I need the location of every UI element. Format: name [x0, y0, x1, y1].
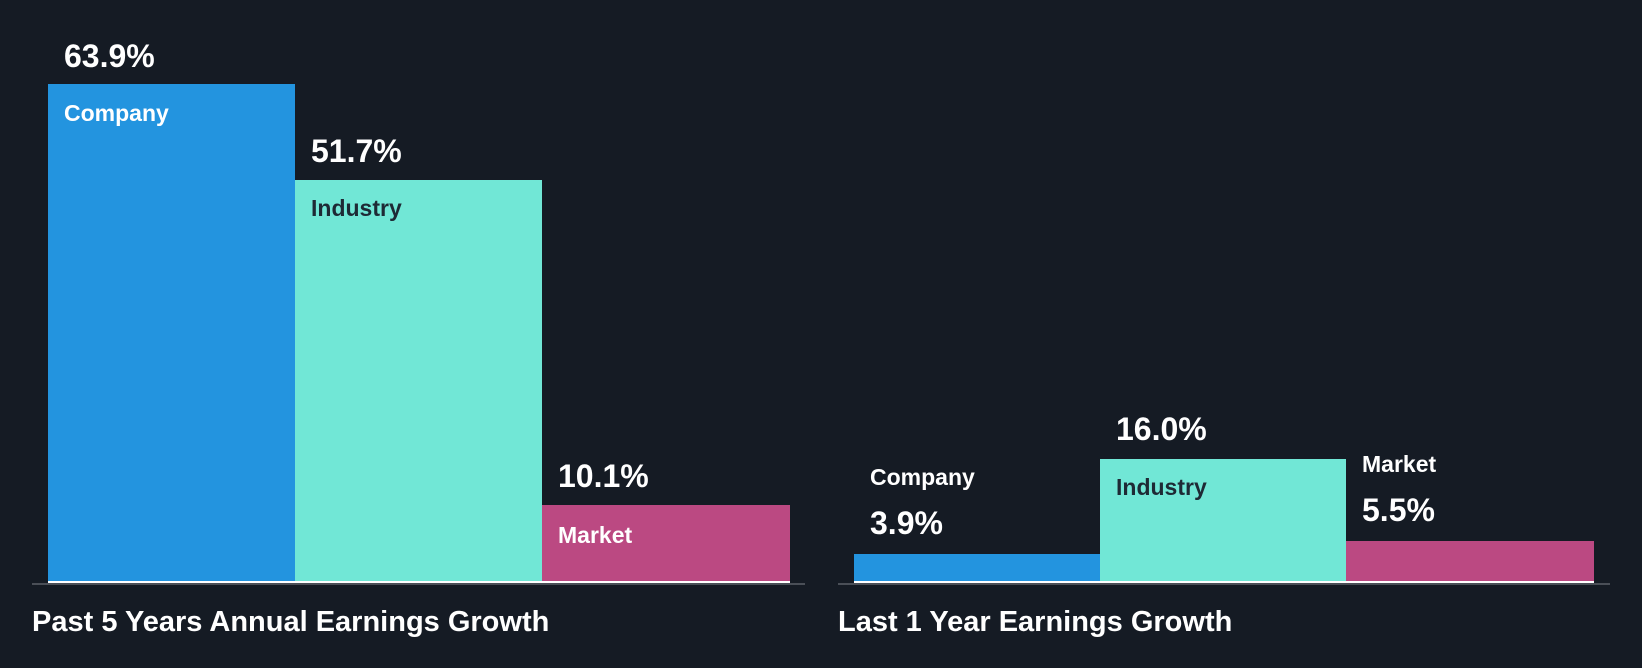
bar-baseline	[48, 581, 790, 583]
bar-industry	[1100, 459, 1346, 582]
chart-last-1-year: Company 3.9% 16.0% Industry Market 5.5% …	[821, 0, 1642, 668]
value-industry: 16.0%	[1116, 411, 1207, 447]
label-market: Market	[558, 522, 633, 548]
label-company: Company	[870, 464, 975, 490]
bar-market	[1346, 541, 1594, 582]
chart-title: Past 5 Years Annual Earnings Growth	[32, 606, 550, 638]
chart-past-5-years: 63.9% Company 51.7% Industry 10.1% Marke…	[32, 38, 805, 638]
label-industry: Industry	[1116, 474, 1207, 500]
value-market: 5.5%	[1362, 492, 1435, 528]
value-market: 10.1%	[558, 458, 649, 494]
x-axis	[838, 583, 1610, 585]
bar-company	[48, 84, 295, 582]
bar-industry	[295, 180, 542, 582]
bar-company	[854, 554, 1100, 582]
label-industry: Industry	[311, 195, 402, 221]
bar-baseline	[854, 581, 1594, 583]
label-company: Company	[64, 100, 169, 126]
chart-title: Last 1 Year Earnings Growth	[838, 606, 1233, 638]
value-company: 3.9%	[870, 505, 943, 541]
bar-market	[542, 505, 790, 582]
value-industry: 51.7%	[311, 133, 402, 169]
x-axis	[32, 583, 805, 585]
label-market: Market	[1362, 451, 1437, 477]
value-company: 63.9%	[64, 38, 155, 74]
